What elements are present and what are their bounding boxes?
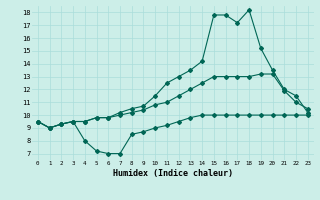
X-axis label: Humidex (Indice chaleur): Humidex (Indice chaleur) [113, 169, 233, 178]
